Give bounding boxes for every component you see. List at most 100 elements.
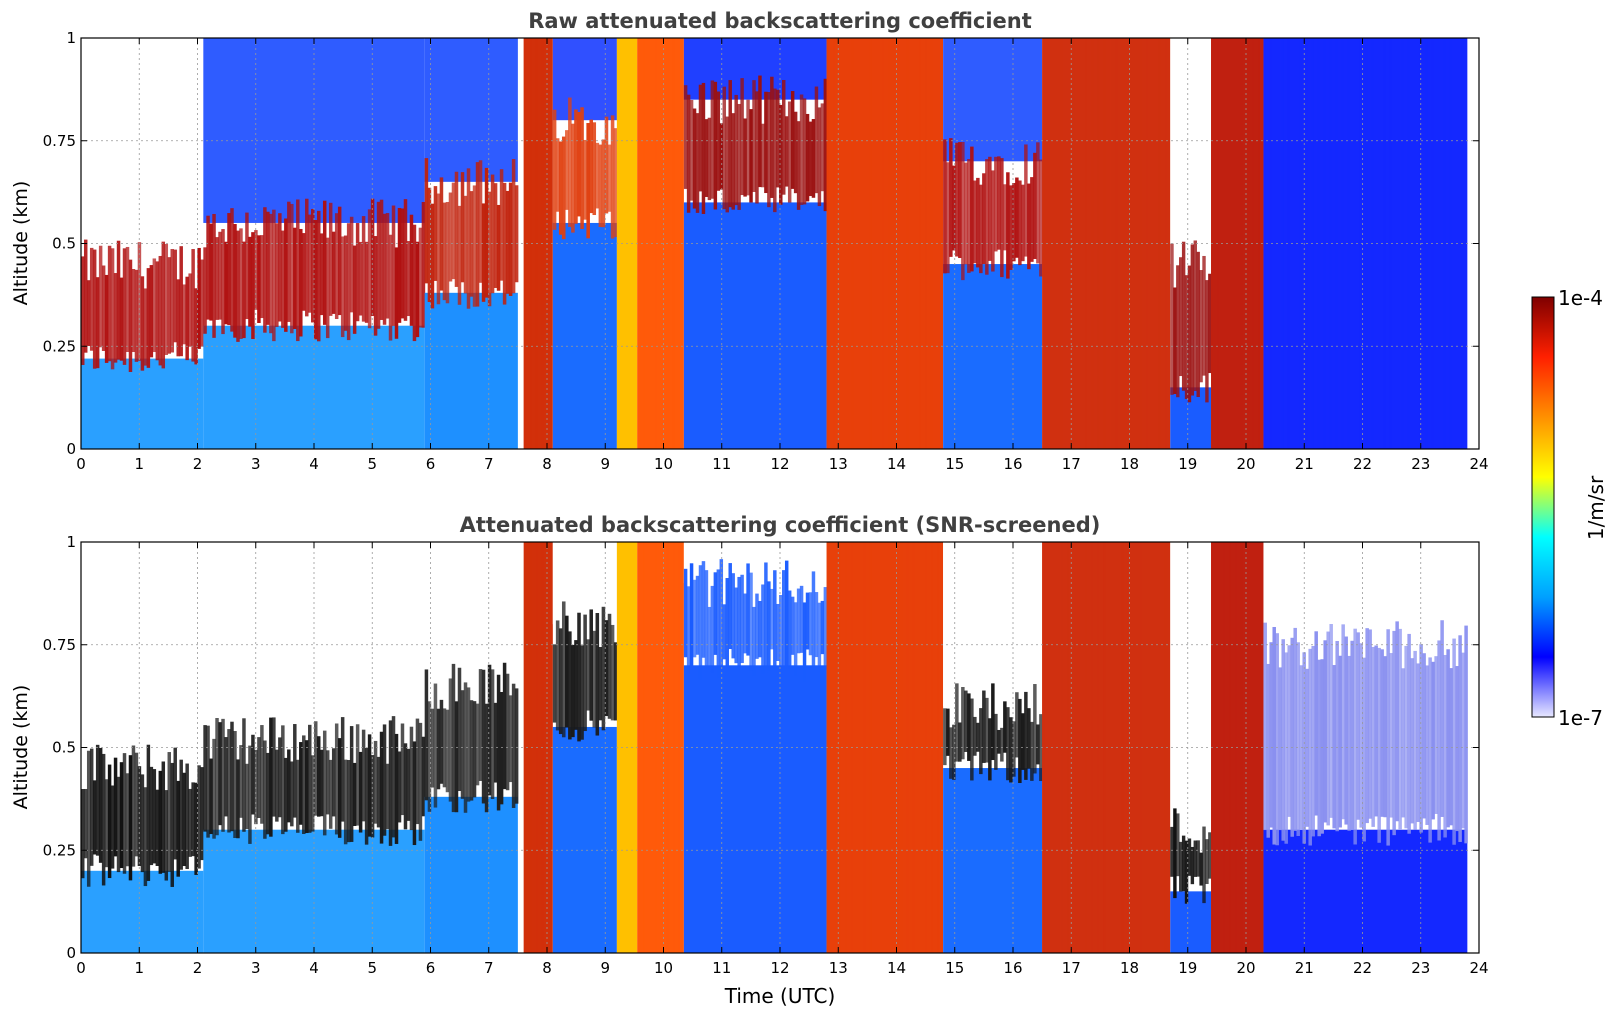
heatmap-layer-cell [973, 716, 977, 756]
heatmap-layer-cell [1464, 625, 1468, 844]
heatmap-layer-cell [412, 224, 417, 342]
heatmap-layer-cell [731, 573, 735, 659]
heatmap-layer-cell [164, 790, 169, 881]
x-tick-label: 3 [251, 455, 261, 473]
heatmap-layer-cell [460, 690, 465, 799]
heatmap-layer-cell [988, 156, 992, 261]
heatmap-layer-cell [131, 745, 136, 867]
heatmap-layer-cell [1371, 646, 1375, 827]
heatmap-layer-cell [322, 730, 327, 836]
heatmap-layer-cell [466, 168, 471, 309]
heatmap-layer-cell [1208, 832, 1212, 879]
heatmap-layer-cell [982, 173, 986, 265]
heatmap-layer-cell [704, 119, 709, 197]
heatmap-layer-cell [230, 721, 234, 832]
heatmap-layer-cell [973, 180, 977, 264]
heatmap-stripe [1078, 38, 1082, 449]
heatmap-layer-cell [514, 185, 519, 283]
heatmap-layer-cell [98, 245, 103, 348]
heatmap-layer-cell [191, 249, 195, 362]
y-tick-label: 0 [66, 440, 76, 458]
heatmap-layer-cell [203, 725, 207, 832]
heatmap-layer-cell [242, 241, 246, 339]
heatmap-layer-cell [743, 593, 747, 654]
x-tick-label: 12 [770, 455, 789, 473]
heatmap-stripe [881, 38, 885, 449]
heatmap-layer-cell [260, 235, 264, 319]
heatmap-layer-cell [457, 667, 462, 792]
x-tick-label: 11 [712, 455, 731, 473]
heatmap-layer-cell [200, 767, 204, 861]
heatmap-layer-cell [764, 562, 768, 673]
heatmap-layer-cell [233, 731, 237, 839]
x-tick-label: 20 [1236, 959, 1255, 977]
heatmap-layer-cell [302, 233, 306, 311]
heatmap-layer-cell [707, 117, 712, 201]
heatmap-stripe [1437, 38, 1440, 449]
heatmap-layer-cell [598, 144, 603, 228]
heatmap-stripe [1216, 38, 1220, 449]
heatmap-layer-cell [343, 759, 348, 845]
heatmap-stripe [1054, 38, 1057, 449]
x-tick-label: 10 [654, 455, 673, 473]
heatmap-layer-cell [445, 709, 450, 793]
heatmap-stripe [1164, 542, 1167, 953]
heatmap-layer-cell [89, 748, 94, 866]
heatmap-layer-cell [1449, 668, 1453, 826]
heatmap-layer-cell [604, 620, 609, 717]
heatmap-band-below [943, 264, 1043, 449]
heatmap-layer-cell [1170, 243, 1174, 395]
heatmap-layer-cell [448, 678, 453, 802]
heatmap-layer-cell [179, 246, 183, 357]
heatmap-layer-cell [796, 588, 801, 654]
heatmap-stripe [832, 38, 836, 449]
heatmap-layer-cell [752, 80, 756, 192]
heatmap-layer-cell [808, 121, 813, 197]
heatmap-layer-cell [442, 708, 447, 788]
heatmap-layer-cell [460, 172, 465, 283]
heatmap-layer-cell [613, 642, 618, 721]
heatmap-layer-cell [230, 208, 234, 332]
heatmap-layer-cell [263, 207, 267, 333]
heatmap-layer-cell [1193, 240, 1197, 391]
heatmap-layer-cell [1365, 628, 1369, 824]
heatmap-layer-cell [1187, 838, 1192, 876]
heatmap-layer-cell [607, 613, 612, 719]
heatmap-layer-cell [1003, 701, 1007, 753]
heatmap-layer-cell [478, 160, 483, 283]
heatmap-layer-cell [964, 162, 968, 265]
heatmap-layer-cell [337, 738, 342, 838]
heatmap-layer-cell [322, 200, 327, 325]
heatmap-layer-cell [728, 563, 732, 650]
heatmap-layer-cell [946, 708, 950, 756]
heatmap-layer-cell [287, 749, 291, 823]
heatmap-layer-cell [421, 201, 426, 328]
heatmap-layer-cell [787, 101, 792, 203]
heatmap-layer-cell [128, 259, 133, 372]
heatmap-layer-cell [710, 80, 715, 199]
heatmap-band-above [81, 38, 204, 265]
heatmap-layer-cell [710, 585, 715, 674]
heatmap-layer-cell [823, 587, 828, 670]
grid-raw [80, 37, 1480, 450]
heatmap-layer-cell [1030, 177, 1034, 262]
heatmap-stripe [1323, 38, 1326, 449]
heatmap-layer-cell [1181, 835, 1186, 892]
heatmap-layer-cell [1308, 648, 1312, 846]
heatmap-layer-cell [149, 265, 154, 358]
heatmap-layer-cell [943, 139, 947, 274]
heatmap-layer-cell [577, 612, 581, 742]
heatmap-layer-cell [358, 751, 363, 833]
heatmap-layer-cell [1380, 649, 1384, 817]
heatmap-stripe [643, 542, 646, 953]
heatmap-layer-cell [361, 216, 366, 322]
x-tick-label: 17 [1062, 455, 1081, 473]
heatmap-band-above [1170, 38, 1212, 265]
heatmap-layer-cell [248, 745, 252, 844]
heatmap-layer-cell [325, 237, 330, 339]
heatmap-layer-cell [325, 750, 330, 815]
heatmap-layer-cell [961, 141, 965, 281]
heatmap-stripe [1151, 542, 1155, 953]
heatmap-layer-cell [164, 244, 169, 355]
heatmap-stripe [616, 542, 620, 953]
